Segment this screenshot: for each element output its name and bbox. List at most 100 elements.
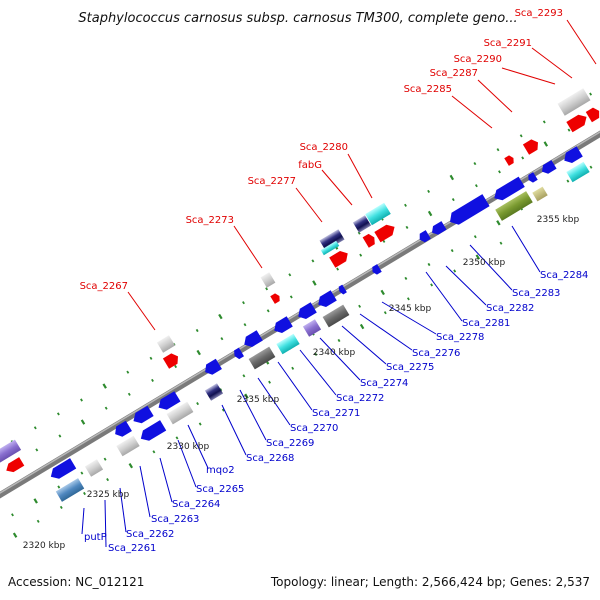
forward-gene-label[interactable]: Sca_2287: [430, 68, 478, 79]
tick-mark: [242, 374, 246, 378]
tick-mark: [427, 210, 433, 217]
tick-mark: [126, 370, 130, 374]
forward-gene[interactable]: [260, 272, 276, 288]
reverse-gene-label[interactable]: Sca_2264: [172, 499, 220, 510]
reverse-gene[interactable]: [202, 358, 222, 378]
forward-gene[interactable]: [522, 137, 541, 155]
scale-label: 2335 kbp: [237, 395, 280, 405]
forward-gene[interactable]: [566, 112, 589, 133]
reverse-gene-label[interactable]: Sca_2268: [246, 453, 294, 464]
forward-gene-label[interactable]: Sca_2290: [454, 54, 502, 65]
reverse-gene[interactable]: [138, 420, 167, 444]
forward-leader-line: [566, 19, 597, 65]
reverse-gene[interactable]: [232, 347, 245, 361]
reverse-gene[interactable]: [130, 405, 154, 427]
reverse-gene-label[interactable]: Sca_2269: [266, 438, 314, 449]
reverse-leader-line: [359, 313, 413, 351]
forward-gene-label[interactable]: Sca_2285: [404, 84, 452, 95]
reverse-gene[interactable]: [302, 319, 322, 337]
forward-gene[interactable]: [329, 248, 351, 268]
reverse-gene[interactable]: [112, 420, 132, 440]
forward-gene-label[interactable]: Sca_2291: [484, 38, 532, 49]
reverse-gene[interactable]: [55, 478, 85, 502]
reverse-gene-label[interactable]: Sca_2282: [486, 303, 534, 314]
reverse-gene-label[interactable]: mqo2: [206, 465, 235, 476]
reverse-gene[interactable]: [491, 176, 525, 204]
forward-gene[interactable]: [319, 229, 345, 251]
reverse-gene-label[interactable]: Sca_2275: [386, 362, 434, 373]
forward-gene[interactable]: [557, 88, 591, 116]
reverse-gene-shape: [566, 161, 590, 183]
forward-gene[interactable]: [365, 202, 391, 226]
reverse-gene[interactable]: [417, 230, 431, 244]
reverse-gene[interactable]: [526, 172, 538, 184]
reverse-gene[interactable]: [4, 457, 25, 475]
forward-gene-label[interactable]: fabG: [298, 160, 322, 171]
forward-gene-label[interactable]: Sca_2280: [300, 142, 348, 153]
reverse-gene-label[interactable]: Sca_2283: [512, 288, 560, 299]
reverse-gene-label[interactable]: Sca_2265: [196, 484, 244, 495]
reverse-gene[interactable]: [429, 221, 447, 237]
reverse-gene[interactable]: [155, 391, 181, 413]
leader-lines: [81, 19, 597, 548]
forward-gene-shape: [329, 251, 348, 268]
reverse-gene-label[interactable]: Sca_2276: [412, 348, 460, 359]
reverse-gene-label[interactable]: Sca_2271: [312, 408, 360, 419]
reverse-gene[interactable]: [337, 284, 347, 296]
forward-gene-label[interactable]: Sca_2293: [515, 8, 563, 19]
reverse-gene[interactable]: [48, 458, 77, 482]
reverse-gene[interactable]: [539, 160, 557, 176]
reverse-gene-label[interactable]: Sca_2270: [290, 423, 338, 434]
reverse-gene[interactable]: [532, 186, 548, 202]
reverse-gene-label[interactable]: Sca_2261: [108, 543, 156, 554]
reverse-gene-label[interactable]: putP: [84, 532, 107, 543]
reverse-gene-label[interactable]: Sca_2284: [540, 270, 588, 281]
reverse-gene-label[interactable]: Sca_2263: [151, 514, 199, 525]
forward-gene[interactable]: [270, 292, 281, 304]
forward-gene-label[interactable]: Sca_2277: [248, 176, 296, 187]
forward-gene-label[interactable]: Sca_2273: [186, 215, 234, 226]
reverse-gene[interactable]: [370, 264, 382, 276]
reverse-gene-label[interactable]: Sca_2281: [462, 318, 510, 329]
reverse-gene[interactable]: [166, 401, 194, 425]
forward-gene[interactable]: [156, 335, 176, 353]
reverse-gene[interactable]: [204, 383, 224, 401]
reverse-gene-shape: [449, 194, 490, 225]
reverse-gene-label[interactable]: Sca_2278: [436, 332, 484, 343]
reverse-gene-label[interactable]: Sca_2262: [126, 529, 174, 540]
forward-gene[interactable]: [504, 154, 515, 166]
forward-gene[interactable]: [162, 351, 181, 369]
reverse-gene[interactable]: [248, 346, 276, 370]
reverse-gene[interactable]: [241, 330, 263, 350]
reverse-gene[interactable]: [84, 459, 104, 477]
forward-gene[interactable]: [362, 232, 378, 248]
reverse-leader-line: [221, 404, 247, 456]
reverse-leader-line: [445, 265, 487, 306]
reverse-gene-shape: [166, 401, 194, 425]
reverse-gene[interactable]: [276, 333, 300, 355]
scale-label: 2345 kbp: [389, 304, 432, 314]
tick-mark: [475, 254, 481, 260]
reverse-gene[interactable]: [295, 302, 317, 322]
forward-gene-shape: [320, 240, 340, 256]
reverse-gene[interactable]: [116, 435, 140, 457]
reverse-gene[interactable]: [566, 161, 590, 183]
reverse-gene-shape: [133, 405, 154, 424]
tick-mark: [358, 304, 362, 308]
forward-gene[interactable]: [585, 106, 600, 123]
reverse-gene[interactable]: [271, 316, 293, 336]
reverse-gene-shape: [55, 478, 85, 502]
forward-gene[interactable]: [352, 215, 372, 233]
forward-gene[interactable]: [320, 240, 340, 256]
reverse-gene[interactable]: [446, 194, 490, 228]
reverse-gene[interactable]: [322, 304, 350, 328]
reverse-gene-label[interactable]: Sca_2272: [336, 393, 384, 404]
reverse-gene-label[interactable]: Sca_2274: [360, 378, 408, 389]
reverse-gene[interactable]: [495, 191, 533, 221]
forward-gene[interactable]: [374, 222, 397, 243]
forward-gene-label[interactable]: Sca_2267: [80, 281, 128, 292]
reverse-gene[interactable]: [315, 290, 337, 310]
reverse-gene[interactable]: [0, 439, 22, 465]
tick-mark: [35, 448, 39, 452]
reverse-gene[interactable]: [561, 146, 583, 166]
